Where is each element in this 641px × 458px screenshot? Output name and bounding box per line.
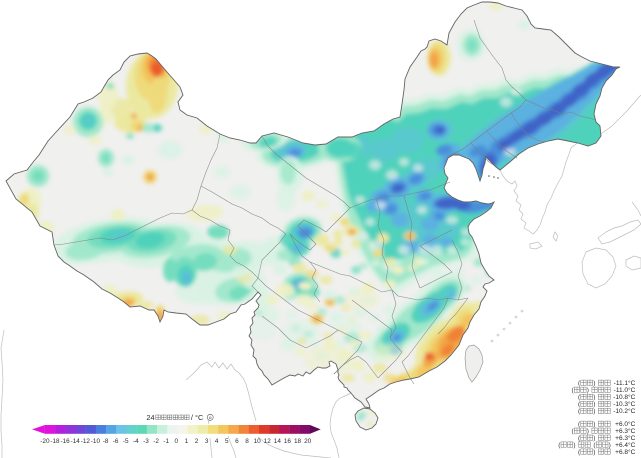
svg-text:): ) [573, 442, 575, 449]
svg-text:14: 14 [274, 438, 282, 445]
svg-text:3: 3 [205, 438, 209, 445]
svg-text:24: 24 [146, 413, 154, 422]
svg-text:1: 1 [185, 438, 189, 445]
svg-text:(: ( [578, 394, 581, 401]
svg-text:2: 2 [195, 438, 199, 445]
svg-text:-8: -8 [103, 438, 109, 445]
svg-text:(: ( [578, 435, 581, 442]
svg-text:-5: -5 [123, 438, 129, 445]
svg-text:(: ( [578, 380, 581, 387]
svg-text:(: ( [558, 442, 561, 449]
svg-text:(: ( [572, 428, 575, 435]
svg-text:-18: -18 [50, 438, 60, 445]
svg-text:-12: -12 [81, 438, 91, 445]
svg-text:): ) [587, 428, 589, 435]
svg-text:): ) [593, 394, 595, 401]
svg-text:): ) [587, 387, 589, 394]
svg-text:12: 12 [264, 438, 272, 445]
svg-text:-3: -3 [143, 438, 149, 445]
svg-text:): ) [593, 401, 595, 408]
svg-text:+6.3°C: +6.3°C [615, 434, 635, 442]
svg-text:(: ( [578, 421, 581, 428]
svg-text:-11.1°C: -11.1°C [614, 379, 636, 387]
svg-text:6: 6 [235, 438, 239, 445]
svg-text:16: 16 [284, 438, 292, 445]
svg-text:/ °C: / °C [191, 413, 204, 422]
svg-text:-10.2°C: -10.2°C [613, 407, 635, 415]
svg-text:-6: -6 [113, 438, 119, 445]
svg-text:20: 20 [304, 438, 312, 445]
svg-text:18: 18 [294, 438, 302, 445]
svg-text:+6.4°C: +6.4°C [615, 441, 635, 449]
svg-text:-14: -14 [71, 438, 81, 445]
svg-text:(: ( [578, 401, 581, 408]
svg-text:(: ( [578, 408, 581, 415]
svg-text:(: ( [578, 449, 581, 456]
svg-text:-10: -10 [91, 438, 101, 445]
svg-text:(: ( [593, 442, 596, 449]
svg-text:+6.0°C: +6.0°C [615, 420, 635, 428]
svg-text:): ) [593, 449, 595, 456]
svg-text:): ) [593, 380, 595, 387]
svg-text:): ) [609, 442, 611, 449]
svg-text:): ) [593, 408, 595, 415]
svg-text:): ) [593, 421, 595, 428]
svg-text:-4: -4 [133, 438, 139, 445]
svg-text:-1: -1 [163, 438, 169, 445]
svg-text:-10.3°C: -10.3°C [613, 400, 635, 408]
svg-text:): ) [593, 435, 595, 442]
svg-text:(: ( [572, 387, 575, 394]
svg-text:-11.0°C: -11.0°C [614, 386, 636, 394]
svg-text:0: 0 [174, 438, 178, 445]
svg-text:4: 4 [215, 438, 219, 445]
svg-text:-16: -16 [60, 438, 70, 445]
svg-text:-10.8°C: -10.8°C [613, 393, 635, 401]
svg-text:+6.3°C: +6.3°C [615, 427, 635, 435]
svg-text:8: 8 [245, 438, 249, 445]
svg-text:5: 5 [225, 438, 229, 445]
svg-text:-2: -2 [153, 438, 159, 445]
svg-text:-20: -20 [40, 438, 50, 445]
svg-text:10: 10 [254, 438, 262, 445]
svg-text:+6.8°C: +6.8°C [615, 448, 635, 456]
